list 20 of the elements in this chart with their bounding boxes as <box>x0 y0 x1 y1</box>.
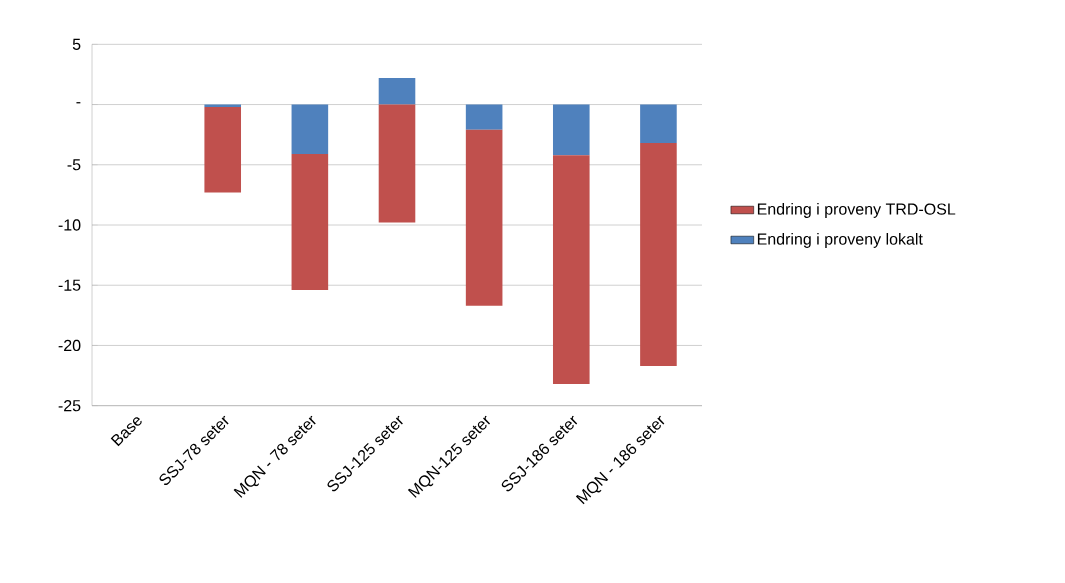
y-tick-label: -15 <box>58 279 81 291</box>
bar <box>640 143 677 366</box>
legend-label: Endring i proveny lokalt <box>757 233 923 248</box>
bar <box>640 104 677 144</box>
bar <box>291 153 329 291</box>
y-tick-label: - <box>76 102 81 104</box>
y-tick-label: -5 <box>67 159 81 171</box>
bar <box>291 104 329 154</box>
y-tick-label: -25 <box>58 400 81 412</box>
bar <box>465 129 503 306</box>
bar <box>378 104 416 223</box>
y-tick-label: 5 <box>72 38 81 50</box>
bar <box>552 155 590 384</box>
legend-label: Endring i proveny TRD-OSL <box>757 203 956 218</box>
bar <box>204 106 242 193</box>
y-tick-label: -20 <box>58 339 81 352</box>
bar <box>552 104 590 156</box>
y-tick-label: -10 <box>58 219 81 231</box>
bar <box>465 104 503 130</box>
bar <box>378 78 416 105</box>
